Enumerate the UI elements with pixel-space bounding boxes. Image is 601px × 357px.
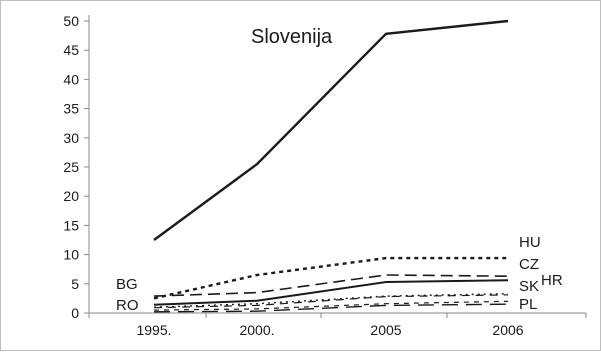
x-tick-label: 2000. bbox=[239, 322, 274, 338]
y-tick-label: 40 bbox=[63, 71, 79, 87]
y-tick-label: 0 bbox=[71, 305, 79, 321]
series-line-hr bbox=[153, 279, 509, 306]
series-label-bg: BG bbox=[116, 276, 138, 293]
series-line-cz bbox=[153, 274, 509, 297]
series-line-hu bbox=[153, 256, 508, 300]
y-tick-label: 30 bbox=[63, 130, 79, 146]
series-line-sk bbox=[153, 294, 509, 309]
y-tick-label: 45 bbox=[63, 42, 79, 58]
y-tick-label: 20 bbox=[63, 188, 79, 204]
y-tick-label: 10 bbox=[63, 247, 79, 263]
x-tick-label: 2005 bbox=[370, 322, 401, 338]
series-label-pl: PL bbox=[519, 296, 537, 313]
series-lines bbox=[153, 19, 509, 313]
series-label-sk: SK bbox=[519, 278, 539, 295]
x-tick-label: 2006 bbox=[492, 322, 523, 338]
y-tick-label: 50 bbox=[63, 13, 79, 29]
x-tick-label: 1995. bbox=[136, 322, 171, 338]
axes: 0 5 10 15 20 25 30 35 40 45 50 1995. 2000. 2005 2006 bbox=[63, 13, 587, 338]
y-tick-label: 35 bbox=[63, 101, 79, 117]
series-line-ro bbox=[153, 300, 509, 311]
series-label-hr: HR bbox=[541, 272, 563, 289]
y-tick-label: 5 bbox=[71, 276, 79, 292]
series-label-cz: CZ bbox=[519, 256, 539, 273]
y-tick-label: 15 bbox=[63, 217, 79, 233]
series-line-pl bbox=[153, 303, 509, 313]
slovenija-annotation: Slovenija bbox=[251, 26, 333, 48]
series-line-si bbox=[153, 19, 509, 241]
y-tick-label: 25 bbox=[63, 159, 79, 175]
series-label-ro: RO bbox=[116, 297, 139, 314]
series-label-hu: HU bbox=[519, 234, 541, 251]
